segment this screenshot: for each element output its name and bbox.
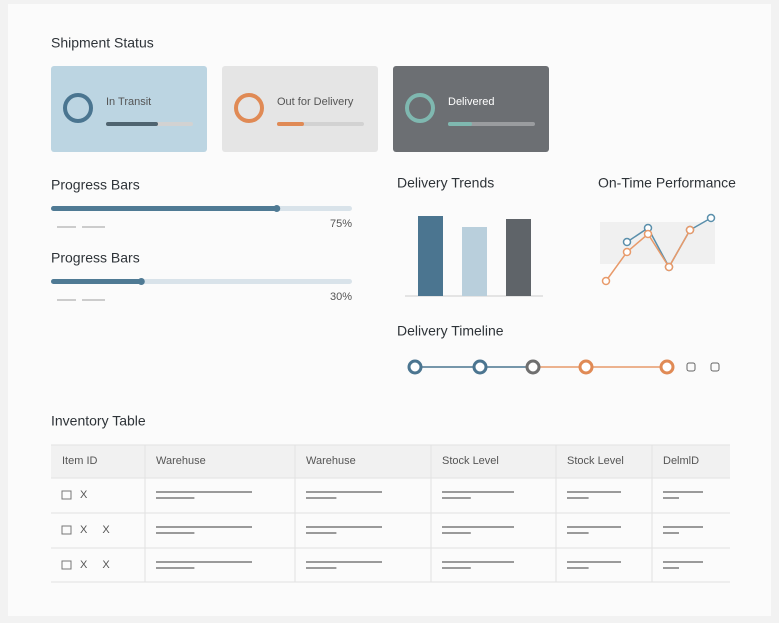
timeline bbox=[407, 359, 720, 375]
point bbox=[643, 229, 653, 239]
timeline-title: Delivery Timeline bbox=[397, 323, 504, 339]
row-item: X bbox=[80, 489, 93, 501]
row-item: X X bbox=[80, 559, 116, 571]
cards: In Transit Out for Delivery Delivered bbox=[51, 66, 549, 152]
point bbox=[601, 276, 611, 286]
progress-knob bbox=[137, 278, 145, 285]
card-fill bbox=[277, 122, 304, 126]
column-header: Stock Level bbox=[567, 455, 624, 467]
card-label: Delivered bbox=[448, 96, 494, 108]
row-icon bbox=[61, 560, 72, 570]
chart-bg bbox=[600, 222, 715, 264]
progress-title: Progress Bars bbox=[51, 177, 140, 193]
row-icon bbox=[61, 490, 72, 500]
progress-label: 30% bbox=[330, 291, 352, 303]
card bbox=[222, 66, 378, 152]
card-label: Out for Delivery bbox=[277, 96, 354, 108]
point bbox=[664, 262, 674, 272]
table-title: Inventory Table bbox=[51, 413, 146, 429]
column-header: Warehuse bbox=[306, 455, 356, 467]
column-header: Stock Level bbox=[442, 455, 499, 467]
progress-fill bbox=[51, 206, 277, 211]
table-header-bg bbox=[51, 445, 730, 478]
progress-label: 75% bbox=[330, 218, 352, 230]
title: Shipment Status bbox=[51, 35, 154, 51]
card-fill bbox=[448, 122, 472, 126]
column-header: Item ID bbox=[62, 455, 98, 467]
card-label: In Transit bbox=[106, 96, 151, 108]
card-icon bbox=[405, 93, 435, 123]
column-header: DelmlD bbox=[663, 455, 699, 467]
row-item: X X bbox=[80, 524, 116, 536]
chart-title: On-Time Performance bbox=[598, 175, 736, 191]
point bbox=[622, 237, 632, 247]
bar bbox=[462, 227, 487, 296]
card-fill bbox=[106, 122, 158, 126]
charts bbox=[418, 213, 716, 296]
progress-title: Progress Bars bbox=[51, 250, 140, 266]
progress-knob bbox=[273, 205, 281, 212]
card-icon bbox=[234, 93, 264, 123]
card bbox=[51, 66, 207, 152]
card bbox=[393, 66, 549, 152]
card-icon bbox=[63, 93, 93, 123]
point bbox=[685, 225, 695, 235]
chart-title: Delivery Trends bbox=[397, 175, 494, 191]
column-header: Warehuse bbox=[156, 455, 206, 467]
point bbox=[706, 213, 716, 223]
point bbox=[622, 247, 632, 257]
bar bbox=[506, 219, 531, 296]
table: Item ID Warehuse Warehuse Stock Level Stock … bbox=[51, 444, 730, 583]
progress-section: Progress Bars 75% Progress Bars 30% bbox=[51, 177, 352, 303]
progress-fill bbox=[51, 279, 142, 284]
row-icon bbox=[61, 525, 72, 535]
bar bbox=[418, 216, 443, 296]
